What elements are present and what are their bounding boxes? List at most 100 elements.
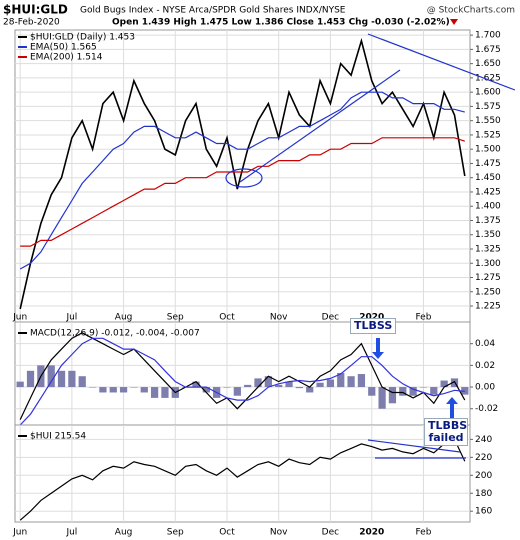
histogram-bar [378, 387, 386, 409]
x-tick-label: Dec [322, 313, 339, 323]
histogram-bar [409, 387, 417, 396]
source: @ StockCharts.com [427, 6, 515, 16]
quote: Open 1.439 High 1.475 Low 1.386 Close 1.… [112, 18, 450, 28]
y-tick-label: 1.250 [475, 287, 501, 297]
x-tick-label: Oct [219, 313, 235, 323]
x-tick-label: Aug [115, 313, 133, 323]
histogram-bar [78, 376, 86, 388]
legend-label: EMA(200) 1.514 [30, 53, 103, 63]
histogram-bar [347, 376, 355, 388]
y-tick-label: 0.02 [475, 361, 495, 371]
y-tick-label: 180 [475, 489, 492, 499]
x-tick-label: 2020 [359, 313, 384, 323]
series-line [19, 91, 465, 270]
histogram-bar [295, 387, 303, 389]
series-line [19, 37, 466, 310]
x-tick-label: Dec [322, 528, 339, 538]
histogram-bar [430, 387, 438, 395]
trendline [239, 69, 401, 183]
annotation-arrowhead [446, 397, 458, 404]
y-tick-label: 1.625 [475, 73, 501, 83]
panel-title: $HUI 215.54 [30, 432, 86, 442]
histogram-bar [316, 382, 324, 388]
x-tick-label: Jul [65, 528, 77, 538]
date: 28-Feb-2020 [3, 18, 60, 28]
histogram-bar [88, 387, 97, 388]
x-tick-label: Jun [12, 313, 27, 323]
y-tick-label: 1.325 [475, 245, 501, 255]
y-tick-label: 1.500 [475, 145, 501, 155]
y-tick-label: 1.225 [475, 302, 501, 312]
highlight-ellipse [225, 168, 263, 188]
histogram-bar [130, 387, 138, 388]
x-tick-label: Jul [65, 313, 77, 323]
histogram-bar [16, 381, 24, 388]
histogram-bar [306, 387, 314, 393]
histogram-bar [440, 380, 448, 388]
x-tick-label: Sep [167, 313, 184, 323]
symbol: $HUI:GLD [3, 3, 68, 17]
y-tick-label: 1.450 [475, 173, 501, 183]
histogram-bar [244, 384, 252, 388]
panel-title: MACD(12,26,9) -0.012, -0.004, -0.007 [30, 329, 200, 339]
series-line [20, 137, 465, 247]
x-tick-label: Sep [167, 528, 184, 538]
histogram-bar [275, 384, 283, 388]
y-tick-label: 1.350 [475, 230, 501, 240]
y-tick-label: 240 [475, 435, 492, 445]
y-tick-label: 1.275 [475, 273, 501, 283]
x-tick-label: 2020 [359, 528, 384, 538]
annotation-arrowhead [372, 352, 384, 359]
histogram-bar [161, 387, 169, 398]
y-tick-label: 1.425 [475, 187, 501, 197]
histogram-bar [368, 387, 376, 396]
x-tick-label: Feb [415, 313, 431, 323]
histogram-bar [326, 379, 335, 388]
y-tick-label: 1.300 [475, 259, 501, 269]
y-tick-label: 200 [475, 471, 492, 481]
y-tick-label: 1.550 [475, 116, 501, 126]
histogram-bar [419, 387, 428, 388]
histogram-bar [357, 374, 366, 388]
x-tick-label: Nov [270, 528, 288, 538]
y-tick-label: 1.700 [475, 31, 501, 41]
x-tick-label: Nov [270, 313, 288, 323]
trendline [367, 439, 461, 453]
y-tick-label: -0.02 [475, 404, 498, 414]
histogram-bar [254, 378, 262, 388]
y-tick-label: 1.675 [475, 45, 501, 55]
legend-label: EMA(50) 1.565 [30, 43, 97, 53]
y-tick-label: 0.00 [475, 383, 495, 393]
histogram-bar [150, 387, 159, 398]
y-tick-label: 1.600 [475, 88, 501, 98]
histogram-bar [47, 365, 55, 388]
x-tick-label: Oct [219, 528, 235, 538]
histogram-bar [68, 370, 76, 388]
y-tick-label: 160 [475, 507, 492, 517]
panel [14, 424, 471, 523]
histogram-bar [264, 376, 272, 388]
series-line [19, 332, 466, 420]
x-tick-label: Aug [115, 528, 133, 538]
histogram-bar [99, 387, 107, 393]
histogram-bar [285, 381, 293, 388]
y-tick-label: 1.475 [475, 159, 501, 169]
y-tick-label: 1.375 [475, 216, 501, 226]
histogram-bar [233, 387, 241, 396]
series-line [19, 438, 466, 521]
y-tick-label: 0.04 [475, 339, 495, 349]
histogram-bar [388, 387, 397, 404]
histogram-bar [192, 381, 200, 388]
histogram-bar [223, 387, 231, 388]
histogram-bar [140, 387, 148, 393]
down-arrow [450, 19, 458, 25]
security-name: Gold Bugs Index - NYSE Arca/SPDR Gold Sh… [80, 6, 346, 16]
histogram-bar [26, 370, 35, 388]
histogram-bar [337, 372, 345, 388]
trendline [367, 33, 516, 91]
y-tick-label: 1.575 [475, 102, 501, 112]
histogram-bar [202, 387, 210, 393]
histogram-bar [109, 387, 117, 393]
